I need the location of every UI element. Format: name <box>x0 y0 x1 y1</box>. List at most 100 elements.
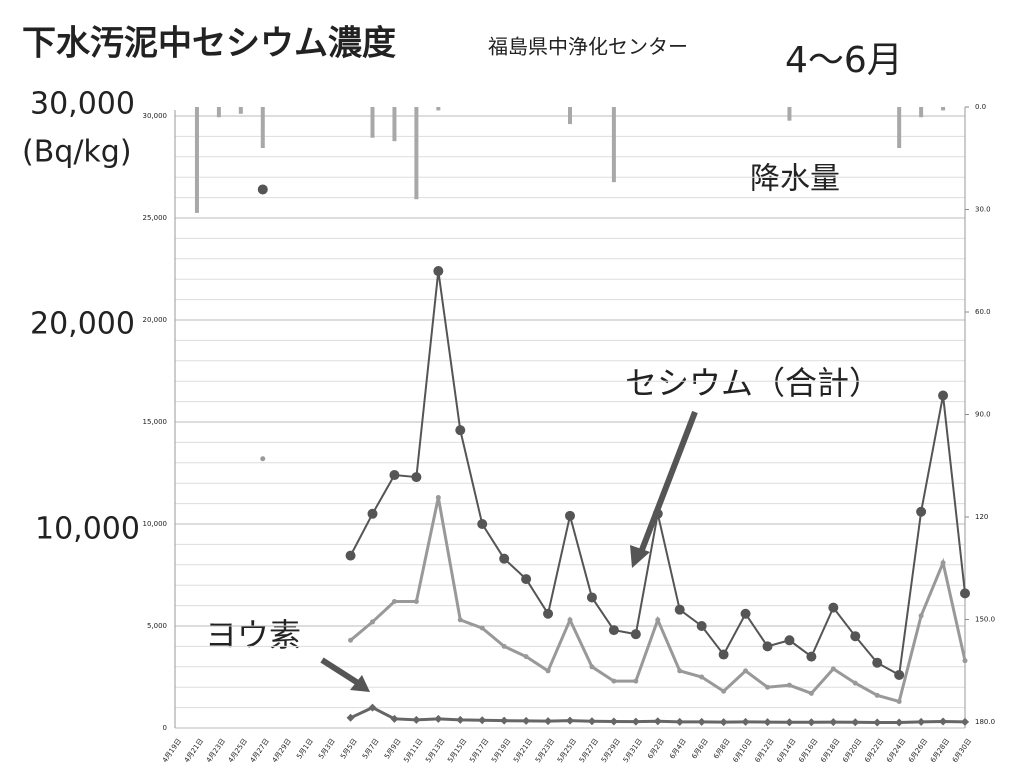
marker <box>543 608 554 619</box>
marker <box>545 668 551 674</box>
x-tick-label: 4月29日 <box>271 737 293 764</box>
x-tick-label: 4月27日 <box>249 737 271 764</box>
y2-tick-label: 90.0 <box>975 411 991 419</box>
marker <box>478 716 487 725</box>
marker <box>521 574 532 585</box>
marker <box>260 456 266 462</box>
x-tick-label: 5月29日 <box>600 737 622 764</box>
y-tick-label: 25,000 <box>143 214 168 222</box>
x-tick-label: 5月11日 <box>402 737 424 764</box>
x-tick-label: 6月2日 <box>646 737 666 760</box>
y2-tick-label: 60.0 <box>975 308 991 316</box>
marker <box>630 629 641 640</box>
y2-tick-label: 150.0 <box>975 616 995 624</box>
marker <box>961 717 969 726</box>
y2-tick-label: 120 <box>975 513 988 521</box>
marker <box>938 390 949 401</box>
y-label: 20,000 <box>30 307 135 342</box>
marker <box>370 619 375 625</box>
marker <box>257 184 268 195</box>
marker <box>390 714 399 723</box>
marker <box>411 472 422 483</box>
marker <box>653 717 662 726</box>
arrow <box>320 657 360 686</box>
marker <box>785 718 794 727</box>
x-tick-label: 6月26日 <box>907 737 929 764</box>
marker <box>523 654 529 660</box>
marker <box>675 717 684 726</box>
marker <box>611 678 617 684</box>
marker <box>696 621 707 631</box>
marker <box>939 717 948 726</box>
y-tick-label: 20,000 <box>143 316 168 324</box>
x-tick-label: 6月24日 <box>885 737 907 764</box>
marker <box>699 674 705 680</box>
marker <box>609 717 618 726</box>
marker <box>895 718 904 727</box>
x-tick-label: 5月13日 <box>424 737 446 764</box>
arrow <box>637 410 698 557</box>
marker <box>851 718 860 727</box>
rain-bar <box>238 107 243 114</box>
marker <box>718 649 729 660</box>
x-tick-label: 5月23日 <box>534 737 556 764</box>
marker <box>631 717 640 726</box>
x-tick-label: 6月16日 <box>797 737 819 764</box>
x-tick-label: 4月19日 <box>161 737 183 764</box>
x-tick-label: 6月22日 <box>863 737 885 764</box>
marker <box>677 668 683 674</box>
x-tick-label: 6月18日 <box>819 737 841 764</box>
x-tick-label: 4月23日 <box>205 737 227 764</box>
y-tick-label: 15,000 <box>143 418 168 426</box>
x-tick-label: 5月9日 <box>383 737 403 760</box>
y-tick-label: 30,000 <box>143 112 168 120</box>
x-tick-label: 6月10日 <box>731 737 753 764</box>
rain-bar <box>194 107 199 213</box>
marker <box>544 717 553 726</box>
series-line <box>349 270 966 677</box>
marker <box>589 664 595 670</box>
period: 4〜6月 <box>785 40 903 81</box>
x-tick-label: 6月8日 <box>712 737 732 760</box>
rain-bar <box>941 107 946 111</box>
marker <box>457 617 463 623</box>
y2-tick-label: 180.0 <box>975 718 995 726</box>
marker <box>368 703 377 712</box>
series-line <box>349 497 967 704</box>
rain-bar <box>568 107 572 125</box>
rain-bar <box>414 107 419 200</box>
rain-bar <box>216 107 221 118</box>
marker <box>566 716 574 725</box>
x-tick-label: 5月5日 <box>339 737 359 760</box>
marker <box>918 613 924 619</box>
marker <box>852 680 858 686</box>
marker <box>655 617 661 623</box>
rain-bar <box>436 107 441 111</box>
marker <box>367 508 378 519</box>
y-tick-label: 5,000 <box>147 622 167 630</box>
marker <box>762 641 773 652</box>
marker <box>413 599 419 605</box>
marker <box>391 599 397 605</box>
marker <box>765 684 770 690</box>
y2-tick-label: 0.0 <box>975 103 986 111</box>
x-tick-label: 5月17日 <box>468 737 490 764</box>
rain-bar <box>787 107 792 121</box>
plot: 0 5,000 10,000 15,000 20,000 25,000 30,000 0.0 3… <box>143 103 996 764</box>
marker <box>940 560 946 566</box>
marker <box>499 553 510 564</box>
marker <box>850 631 861 642</box>
marker <box>697 717 706 726</box>
marker <box>962 658 968 664</box>
marker <box>500 716 509 725</box>
x-tick-label: 5月1日 <box>295 737 315 760</box>
x-tick-label: 6月12日 <box>753 737 775 764</box>
annotation: 降水量 <box>750 162 840 197</box>
subtitle: 福島県中浄化センター <box>488 35 688 59</box>
marker <box>830 666 836 672</box>
marker <box>873 718 882 727</box>
marker <box>455 425 466 436</box>
annotation: セシウム（合計） <box>625 364 881 402</box>
marker <box>872 657 883 668</box>
